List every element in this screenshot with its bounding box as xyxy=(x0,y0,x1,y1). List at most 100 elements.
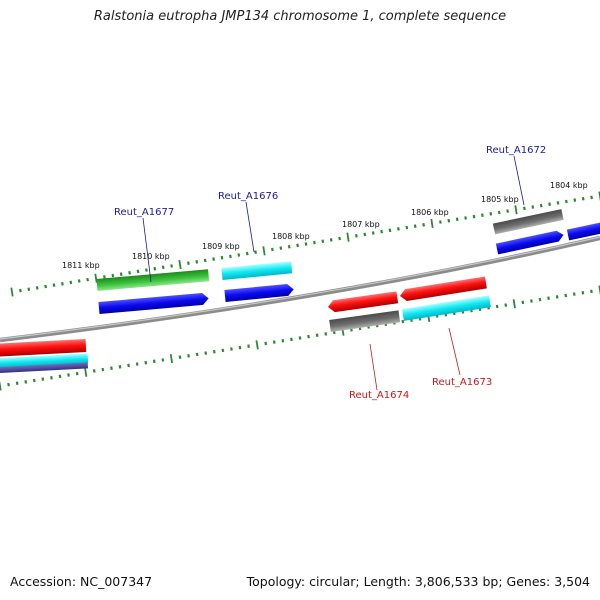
outer-minor-tick xyxy=(481,213,484,218)
inner-minor-tick xyxy=(127,363,130,368)
outer-minor-tick xyxy=(61,281,64,286)
gene-feature-reut-a1674-gray[interactable] xyxy=(329,310,401,332)
outer-tick-track xyxy=(10,191,600,297)
outer-minor-tick xyxy=(388,228,392,233)
outer-minor-tick xyxy=(590,195,593,200)
gene-feature-reut-a1677-green[interactable] xyxy=(96,269,210,291)
outer-major-tick xyxy=(94,273,98,283)
inner-minor-tick xyxy=(178,355,182,360)
outer-minor-tick xyxy=(472,214,476,219)
kbp-label-1811: 1811 kbp xyxy=(62,261,100,270)
gene-feature-reut-a1673[interactable] xyxy=(402,295,491,321)
inner-minor-tick xyxy=(298,336,302,340)
inner-major-tick xyxy=(84,367,88,377)
inner-minor-tick xyxy=(135,362,139,366)
kbp-label-1807: 1807 kbp xyxy=(342,220,380,229)
outer-minor-tick xyxy=(489,211,493,216)
inner-minor-tick xyxy=(15,381,19,385)
kbp-label-1806: 1806 kbp xyxy=(411,208,449,217)
inner-minor-tick xyxy=(495,304,499,309)
inner-minor-tick xyxy=(41,377,45,381)
outer-minor-tick xyxy=(35,286,39,290)
inner-major-tick xyxy=(0,381,2,391)
outer-minor-tick xyxy=(439,220,442,224)
inner-minor-tick xyxy=(58,374,62,379)
inner-minor-tick xyxy=(92,369,96,373)
inner-minor-tick xyxy=(221,348,225,353)
outer-minor-tick xyxy=(153,266,157,271)
inner-minor-tick xyxy=(504,303,508,307)
inner-minor-tick xyxy=(538,297,542,302)
gene-arrow-reut-a1677[interactable] xyxy=(98,292,209,314)
gene-feature-left-purple[interactable] xyxy=(0,362,89,374)
outer-minor-tick xyxy=(405,225,409,230)
inner-minor-tick xyxy=(161,358,165,362)
outer-minor-tick xyxy=(254,250,257,255)
outer-minor-tick xyxy=(338,236,341,241)
outer-minor-tick xyxy=(77,279,81,283)
inner-minor-tick xyxy=(272,340,276,344)
callout-line-reut-a1672 xyxy=(513,155,525,206)
gene-label-reut-a1672[interactable]: Reut_A1672 xyxy=(486,145,546,156)
gene-arrow-reut-a1676[interactable] xyxy=(224,283,294,302)
inner-minor-tick xyxy=(290,337,293,342)
outer-minor-tick xyxy=(581,196,585,201)
gene-arrow-reut-a1672[interactable] xyxy=(495,229,565,255)
outer-minor-tick xyxy=(229,254,232,259)
gene-arrow-reut-a1673-red[interactable] xyxy=(399,276,487,301)
outer-minor-tick xyxy=(27,287,31,292)
gene-label-reut-a1673[interactable]: Reut_A1673 xyxy=(432,377,492,388)
gene-feature-left-red[interactable] xyxy=(0,339,87,357)
outer-minor-tick xyxy=(329,238,333,242)
gene-label-reut-a1677[interactable]: Reut_A1677 xyxy=(114,207,174,218)
outer-minor-tick xyxy=(371,231,375,235)
outer-minor-tick xyxy=(296,243,299,248)
outer-minor-tick xyxy=(539,203,543,208)
inner-minor-tick xyxy=(50,376,53,380)
outer-major-tick xyxy=(430,218,434,229)
gene-arrow-reut-a1674[interactable] xyxy=(327,291,399,313)
inner-minor-tick xyxy=(144,360,148,365)
outer-minor-tick xyxy=(187,261,190,266)
outer-minor-tick xyxy=(287,244,291,249)
inner-minor-tick xyxy=(401,319,405,324)
outer-minor-tick xyxy=(119,272,123,277)
outer-minor-tick xyxy=(321,239,325,244)
outer-minor-tick xyxy=(565,199,568,204)
outer-minor-tick xyxy=(44,284,47,289)
inner-minor-tick xyxy=(24,380,28,384)
outer-minor-tick xyxy=(548,202,551,207)
outer-minor-tick xyxy=(86,277,89,282)
kbp-label-1804: 1804 kbp xyxy=(550,181,588,190)
outer-minor-tick xyxy=(447,218,451,223)
inner-minor-tick xyxy=(7,382,10,387)
outer-minor-tick xyxy=(237,253,241,257)
inner-minor-tick xyxy=(521,300,525,305)
outer-minor-tick xyxy=(304,242,308,246)
outer-minor-tick xyxy=(212,257,215,261)
outer-minor-tick xyxy=(136,269,140,274)
gene-feature-reut-a1672-gray[interactable] xyxy=(492,209,564,235)
inner-minor-tick xyxy=(581,291,585,295)
inner-minor-tick xyxy=(32,378,36,383)
inner-minor-tick xyxy=(101,367,105,372)
outer-minor-tick xyxy=(455,217,459,222)
gene-feature-reut-a1676-cyan[interactable] xyxy=(221,261,293,280)
callout-line-reut-a1673 xyxy=(448,327,461,376)
outer-major-tick xyxy=(178,259,182,270)
inner-minor-tick xyxy=(315,333,319,337)
chromosome-backbone xyxy=(0,235,600,343)
inner-minor-tick xyxy=(281,339,285,343)
inner-minor-tick xyxy=(212,349,216,354)
outer-minor-tick xyxy=(103,275,106,279)
inner-major-tick xyxy=(169,353,173,364)
gene-label-reut-a1676[interactable]: Reut_A1676 xyxy=(218,191,278,202)
outer-minor-tick xyxy=(313,240,316,245)
gene-arrow-next-blue[interactable] xyxy=(566,220,600,241)
outer-minor-tick xyxy=(245,251,249,256)
inner-minor-tick xyxy=(572,292,576,296)
inner-tick-track xyxy=(0,285,600,391)
gene-label-reut-a1674[interactable]: Reut_A1674 xyxy=(349,390,409,401)
outer-minor-tick xyxy=(170,264,173,268)
